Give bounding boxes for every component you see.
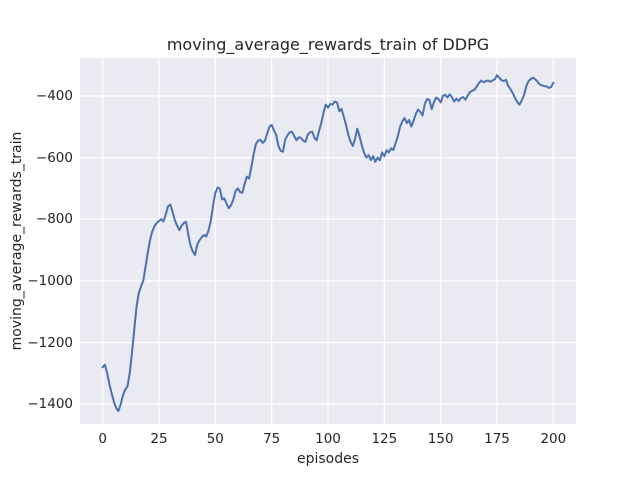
x-tick-label: 75 — [263, 431, 281, 447]
x-tick-label: 100 — [315, 431, 341, 447]
plot-area — [80, 58, 576, 424]
x-tick-label: 200 — [540, 431, 567, 447]
chart-title: moving_average_rewards_train of DDPG — [166, 35, 490, 54]
y-tick-label: −1400 — [27, 396, 73, 413]
y-tick-label: −1200 — [27, 334, 73, 351]
reward-line — [101, 74, 555, 412]
x-tick-label: 0 — [98, 431, 107, 447]
line-plot-canvas — [80, 58, 576, 424]
y-tick-label: −600 — [35, 149, 73, 166]
x-tick-label: 125 — [371, 431, 398, 447]
x-tick-label: 50 — [206, 431, 224, 447]
x-tick-label: 175 — [484, 431, 510, 447]
y-tick-label: −800 — [35, 211, 73, 228]
x-tick-label: 150 — [427, 431, 454, 447]
y-tick-label: −400 — [35, 87, 73, 104]
x-axis-label: episodes — [296, 451, 360, 467]
y-tick-label: −1000 — [27, 272, 73, 289]
x-tick-label: 25 — [150, 431, 168, 447]
